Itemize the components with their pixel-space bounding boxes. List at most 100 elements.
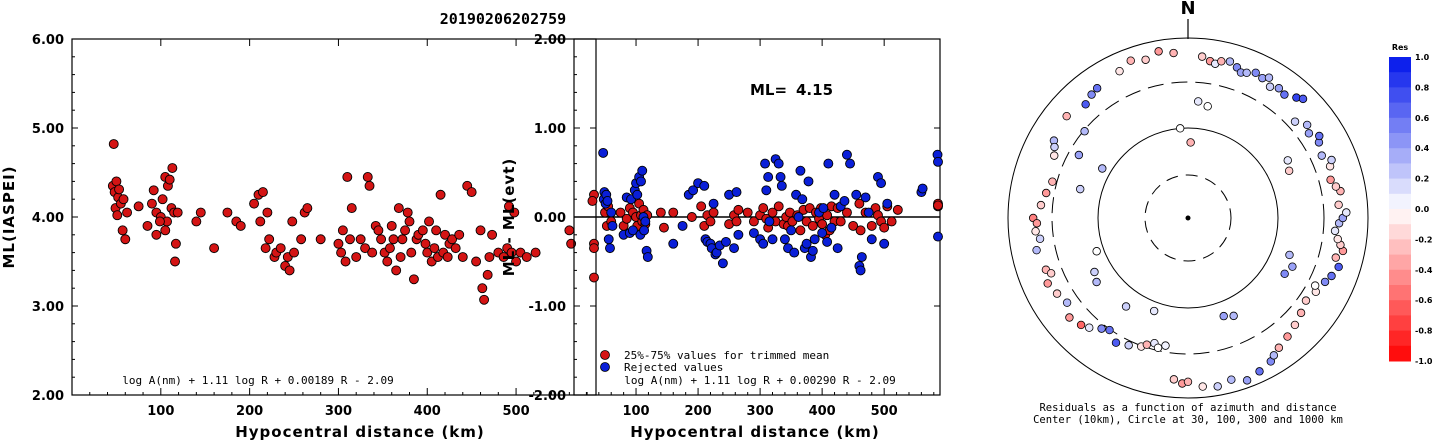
data-point (917, 183, 928, 194)
station-point (1050, 142, 1059, 152)
data-point (933, 200, 943, 211)
data-point (422, 247, 433, 258)
colorbar-cell (1389, 193, 1411, 210)
data-point (296, 234, 307, 245)
colorbar-tick-label: 0.0 (1415, 205, 1430, 214)
colorbar-cell (1389, 72, 1411, 88)
data-point (209, 243, 220, 254)
station-point (1035, 234, 1045, 243)
station-point (1283, 156, 1292, 165)
station-point (1290, 320, 1300, 330)
data-point (607, 220, 618, 231)
data-point (658, 222, 669, 233)
data-point (879, 222, 890, 233)
data-point (773, 158, 784, 169)
data-point (402, 207, 413, 218)
station-point (1285, 250, 1294, 260)
data-point (362, 171, 373, 182)
station-point (1092, 84, 1102, 93)
data-point (731, 216, 742, 227)
colorbar-cell (1389, 178, 1411, 195)
station-point (1087, 90, 1096, 99)
data-point (367, 247, 378, 258)
data-point (696, 201, 707, 212)
data-point (668, 238, 679, 249)
station-point (1264, 73, 1274, 82)
colorbar-cell (1389, 315, 1411, 332)
data-point (482, 269, 493, 280)
xtick-label: 500 (871, 404, 898, 419)
data-point (397, 234, 408, 245)
data-point (509, 207, 520, 218)
data-point (302, 203, 313, 214)
data-point (606, 207, 617, 218)
data-point (779, 234, 790, 245)
data-point (801, 238, 812, 249)
residual-colorbar: Res 1.0 0.8 0.6 0.4 0.2 0.0 -0.2 -0.4 -0.6 -0.8 -1… (1389, 43, 1433, 366)
data-point (841, 149, 852, 160)
station-point (1301, 296, 1311, 305)
station-point (1242, 68, 1251, 78)
ytick-label: 5.00 (32, 122, 64, 137)
colorbar-cell (1389, 163, 1411, 180)
data-point (767, 207, 778, 218)
station-point (1288, 262, 1297, 271)
station-point (1198, 382, 1207, 391)
station-point (1327, 155, 1336, 165)
data-point (289, 247, 299, 258)
station-point (1227, 375, 1236, 384)
data-point (708, 198, 719, 209)
station-point (1154, 47, 1163, 56)
station-point (1124, 341, 1133, 350)
data-point (807, 245, 818, 256)
data-point (807, 220, 818, 231)
data-point (287, 216, 298, 227)
station-point (1242, 376, 1252, 385)
data-point (235, 220, 246, 231)
data-point (699, 180, 710, 191)
colorbar-cell (1389, 57, 1411, 73)
data-point (260, 243, 271, 254)
station-point (1041, 188, 1051, 198)
circle-30km (1144, 174, 1232, 262)
data-point (835, 216, 846, 227)
ytick-label: 3.00 (32, 300, 64, 315)
data-point (677, 220, 688, 231)
station-point (1304, 129, 1314, 138)
station-point (1334, 262, 1343, 272)
xtick-label: 400 (414, 404, 441, 419)
data-point (148, 185, 159, 196)
station-point (1031, 227, 1040, 236)
ml-residual-panel: -2.00 -1.00 0.00 1.00 2.00 100 200 300 400 500 H… (500, 33, 943, 441)
data-point (832, 243, 843, 254)
data-point (822, 236, 833, 247)
data-point (351, 252, 362, 262)
data-point (108, 139, 119, 149)
data-point (848, 220, 859, 231)
data-point (435, 189, 446, 200)
data-point (795, 225, 806, 236)
xtick-label: 100 (147, 404, 174, 419)
station-point (1302, 120, 1312, 130)
data-point (589, 243, 599, 254)
data-point (854, 198, 865, 209)
colorbar-cell (1389, 269, 1411, 286)
station-point (1283, 332, 1292, 341)
station-point (1310, 281, 1320, 290)
polar-caption-line2: Center (10km), Circle at 30, 100, 300 an… (1033, 414, 1343, 426)
data-point (408, 274, 419, 285)
data-point (170, 238, 181, 249)
data-point (355, 234, 366, 245)
data-point (803, 176, 814, 187)
ytick-label: 2.00 (534, 33, 566, 48)
data-point (249, 198, 260, 209)
colorbar-cell (1389, 224, 1411, 240)
colorbar-tick-label: 0.6 (1415, 114, 1430, 123)
data-point (340, 256, 351, 267)
data-point (851, 189, 862, 200)
station-point (1203, 102, 1212, 111)
panel1-formula: log A(nm) + 1.11 log R + 0.00189 R - 2.0… (122, 374, 394, 387)
station-point (1149, 306, 1159, 316)
data-point (255, 216, 266, 227)
data-point (336, 247, 347, 258)
